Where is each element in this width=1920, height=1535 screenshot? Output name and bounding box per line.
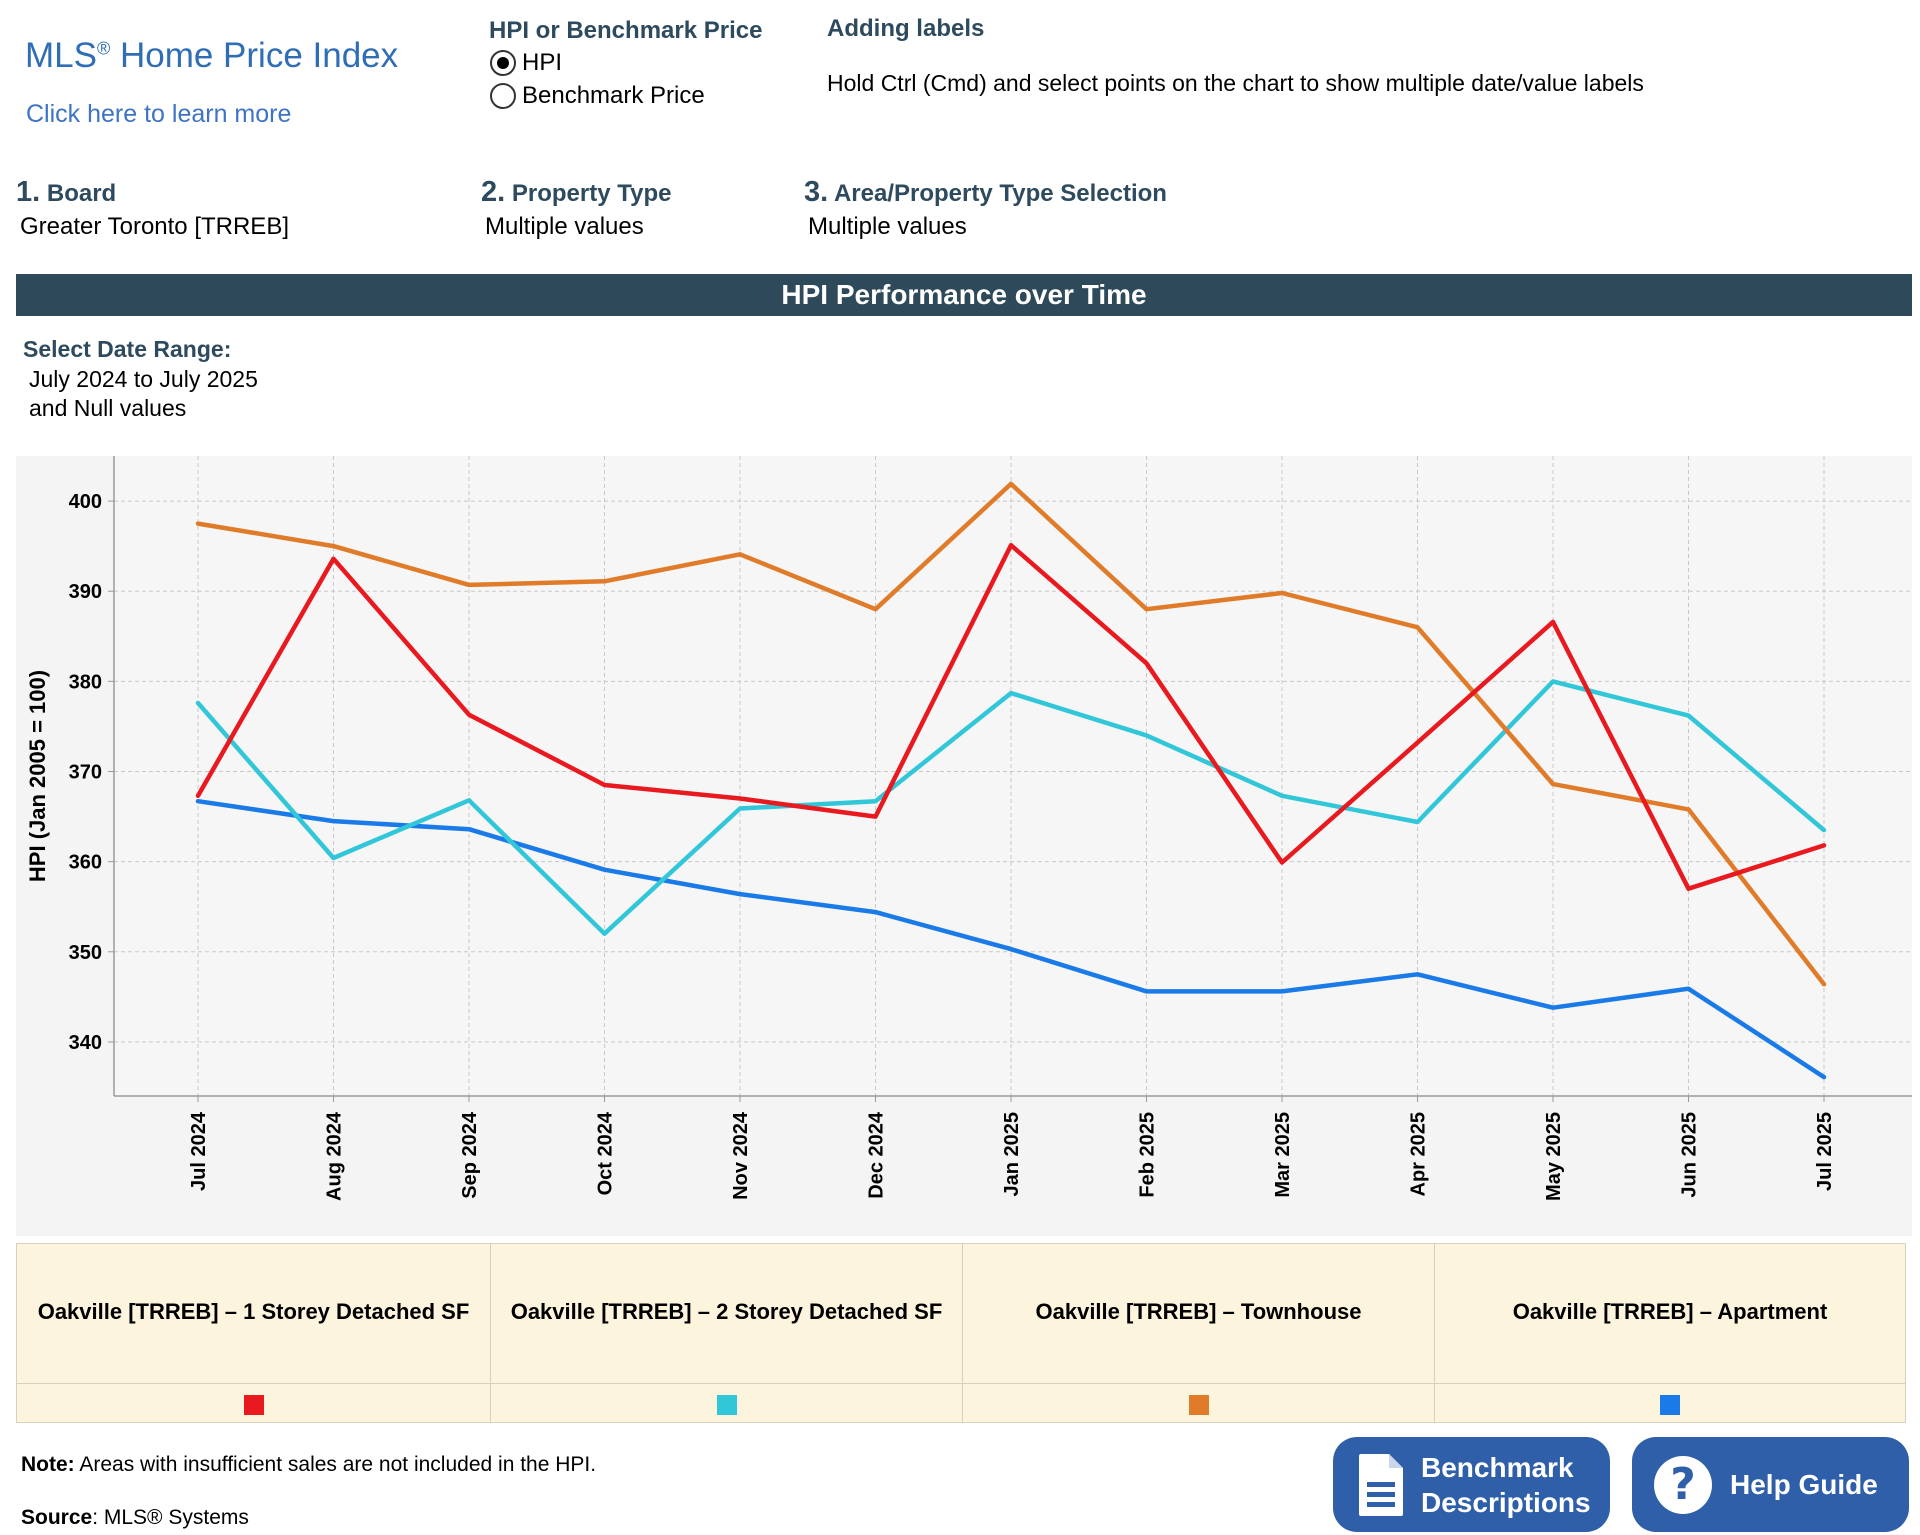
- benchmark-button-line1: Benchmark: [1421, 1451, 1574, 1483]
- x-tick-label: Aug 2024: [324, 1111, 346, 1201]
- benchmark-button-line2: Descriptions: [1421, 1486, 1591, 1518]
- legend-item-townhouse[interactable]: Oakville [TRREB] – Townhouse: [963, 1244, 1435, 1422]
- x-tick-label: Apr 2025: [1408, 1112, 1430, 1197]
- source-label: Source: [21, 1506, 93, 1529]
- x-tick-labels: Jul 2024 Aug 2024 Sep 2024 Oct 2024 Nov 2024…: [188, 1096, 1836, 1201]
- y-tick-label: 380: [69, 671, 102, 693]
- filter-area-value[interactable]: Multiple values: [808, 213, 967, 240]
- benchmark-button-label: Benchmark Descriptions: [1421, 1450, 1591, 1520]
- filter-property-type-value[interactable]: Multiple values: [485, 213, 644, 240]
- filter-property-type-number: 2.: [481, 176, 506, 208]
- x-tick-label: Jan 2025: [1001, 1112, 1023, 1197]
- series-lines[interactable]: [195, 481, 1827, 1080]
- y-tick-label: 360: [69, 852, 102, 874]
- note-text: Areas with insufficient sales are not in…: [74, 1453, 597, 1476]
- y-tick-label: 350: [69, 942, 102, 964]
- legend-label: Oakville [TRREB] – 2 Storey Detached SF: [510, 1299, 943, 1324]
- footer-source: Source: MLS® Systems: [21, 1506, 249, 1530]
- radio-hpi-label: HPI: [522, 49, 563, 76]
- legend-label: Oakville [TRREB] – Townhouse: [1035, 1299, 1362, 1324]
- hpi-line-chart[interactable]: 340 350 360 370 380 390 400 Jul 2024 Aug 2024 Se…: [16, 456, 1912, 1236]
- help-guide-label: Help Guide: [1730, 1468, 1878, 1500]
- filter-area-label: Area/Property Type Selection: [833, 180, 1167, 207]
- radio-benchmark-unchecked-icon[interactable]: [490, 83, 516, 109]
- legend-swatch-blue: [1660, 1395, 1680, 1415]
- legend-divider: [1435, 1383, 1905, 1384]
- x-tick-label: Nov 2024: [730, 1111, 752, 1200]
- series-line-2[interactable]: [195, 679, 1827, 936]
- y-tick-label: 370: [69, 761, 102, 783]
- filter-board-heading: 1. Board: [16, 176, 116, 209]
- legend-divider: [963, 1383, 1434, 1384]
- y-axis-title: HPI (Jan 2005 = 100): [25, 670, 50, 882]
- x-tick-label: Sep 2024: [459, 1111, 481, 1199]
- filter-property-type-label: Property Type: [511, 180, 672, 207]
- series-line-3[interactable]: [195, 481, 1827, 987]
- filter-board-label: Board: [46, 180, 117, 207]
- x-tick-label: May 2025: [1543, 1112, 1565, 1201]
- learn-more-link[interactable]: Click here to learn more: [26, 100, 292, 128]
- x-tick-label: Dec 2024: [866, 1111, 888, 1199]
- filter-board-number: 1.: [16, 176, 41, 208]
- legend-swatch-orange: [1188, 1395, 1209, 1415]
- legend-label: Oakville [TRREB] – Apartment: [1512, 1299, 1828, 1324]
- x-tick-label: Mar 2025: [1272, 1112, 1294, 1198]
- logo-registered-mark: ®: [96, 38, 111, 59]
- radio-hpi-checked-icon[interactable]: [490, 50, 516, 76]
- y-tick-label: 340: [69, 1032, 102, 1054]
- plot-area: [114, 456, 1912, 1096]
- radio-benchmark-price[interactable]: Benchmark Price: [490, 82, 705, 110]
- date-range-null-values[interactable]: and Null values: [29, 395, 187, 421]
- x-tick-label: Jul 2025: [1814, 1112, 1836, 1191]
- x-tick-label: Jun 2025: [1679, 1112, 1701, 1198]
- logo-text: MLS: [25, 36, 97, 75]
- adding-labels-text: Hold Ctrl (Cmd) and select points on the…: [827, 70, 1644, 96]
- radio-benchmark-label: Benchmark Price: [522, 82, 705, 109]
- source-text: : MLS® Systems: [92, 1506, 249, 1529]
- series-line-4[interactable]: [195, 798, 1827, 1080]
- legend-divider: [491, 1383, 962, 1384]
- date-range-value[interactable]: July 2024 to July 2025: [29, 366, 258, 392]
- y-tick-label: 390: [69, 581, 102, 603]
- help-guide-button[interactable]: ? Help Guide: [1632, 1437, 1909, 1532]
- question-mark-icon: ?: [1654, 1455, 1712, 1514]
- filter-area-number: 3.: [804, 176, 829, 208]
- y-tick-labels: 340 350 360 370 380 390 400: [69, 491, 114, 1054]
- legend-label: Oakville [TRREB] – 1 Storey Detached SF: [37, 1299, 470, 1324]
- filter-area-heading: 3. Area/Property Type Selection: [804, 176, 1167, 209]
- note-label: Note:: [21, 1453, 75, 1476]
- logo-text-rest: Home Price Index: [110, 36, 399, 75]
- x-tick-label: Oct 2024: [595, 1111, 617, 1195]
- legend-swatch-cyan: [716, 1395, 737, 1415]
- x-tick-label: Jul 2024: [188, 1111, 210, 1191]
- legend-item-2-storey-detached[interactable]: Oakville [TRREB] – 2 Storey Detached SF: [491, 1244, 963, 1422]
- hpi-toggle-heading: HPI or Benchmark Price: [489, 17, 763, 44]
- date-range-heading: Select Date Range:: [23, 336, 232, 362]
- chart-banner-title: HPI Performance over Time: [16, 274, 1912, 316]
- filter-property-type-heading: 2. Property Type: [481, 176, 671, 209]
- radio-hpi[interactable]: HPI: [490, 49, 562, 77]
- benchmark-descriptions-button[interactable]: Benchmark Descriptions: [1333, 1437, 1610, 1532]
- legend-swatch-red: [243, 1395, 264, 1415]
- legend-item-apartment[interactable]: Oakville [TRREB] – Apartment: [1435, 1244, 1905, 1422]
- legend-item-1-storey-detached[interactable]: Oakville [TRREB] – 1 Storey Detached SF: [17, 1244, 491, 1422]
- chart-legend: Oakville [TRREB] – 1 Storey Detached SF …: [16, 1243, 1906, 1423]
- x-tick-label: Feb 2025: [1137, 1112, 1159, 1198]
- y-tick-label: 400: [69, 491, 102, 513]
- series-line-1[interactable]: [195, 542, 1827, 891]
- legend-divider: [17, 1383, 490, 1384]
- filter-board-value[interactable]: Greater Toronto [TRREB]: [20, 213, 289, 240]
- footer-note: Note: Areas with insufficient sales are …: [21, 1453, 596, 1477]
- document-icon: [1359, 1453, 1403, 1516]
- mls-hpi-logo: MLS® Home Price Index: [25, 36, 398, 76]
- adding-labels-heading: Adding labels: [827, 15, 985, 42]
